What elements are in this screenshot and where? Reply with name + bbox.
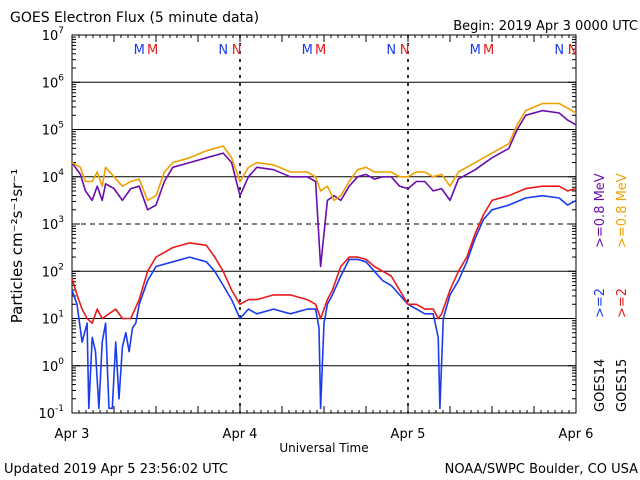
mn-marker: M — [147, 43, 158, 58]
x-tick-label: Apr 3 — [55, 427, 90, 442]
mn-marker: M — [315, 43, 326, 58]
x-tick-label: Apr 6 — [559, 427, 594, 442]
x-axis-title: Universal Time — [279, 441, 368, 455]
y-tick-label: 103 — [42, 215, 64, 233]
y-axis-title: Particles cm⁻²s⁻¹sr⁻¹ — [8, 169, 26, 323]
series-goes15-08mev — [71, 102, 577, 202]
mn-marker: M — [483, 43, 494, 58]
y-tick-label: 104 — [42, 168, 65, 186]
mn-marker: M — [302, 43, 313, 58]
mn-marker: N — [568, 43, 578, 58]
begin-time: Begin: 2019 Apr 3 0000 UTC — [453, 19, 638, 34]
y-tick-label: 102 — [42, 262, 64, 280]
updated-timestamp: Updated 2019 Apr 5 23:56:02 UTC — [4, 462, 228, 477]
mn-marker: N — [386, 43, 396, 58]
series-goes14-08mev — [71, 109, 577, 268]
y-tick-label: 105 — [42, 121, 64, 139]
y-tick-label: 10-1 — [38, 404, 64, 422]
legend-entry-goes15-2mev: >=2 — [615, 288, 630, 318]
grid-layer — [71, 34, 577, 414]
legend-group-goes15: GOES15 — [615, 359, 630, 412]
mn-marker: N — [218, 43, 228, 58]
y-tick-label: 106 — [42, 73, 65, 91]
y-tick-label: 107 — [42, 26, 64, 44]
y-tick-label: 101 — [42, 310, 64, 328]
legend-entry-goes14-2mev: >=2 — [593, 288, 608, 318]
legend: GOES14 >=2 >=0.8 MeV GOES15 >=2 >=0.8 Me… — [593, 173, 630, 412]
legend-entry-goes15-08mev: >=0.8 MeV — [615, 173, 630, 248]
x-tick-label: Apr 5 — [391, 427, 426, 442]
y-tick-labels: 10-1 100 101 102 103 104 105 106 107 — [38, 26, 64, 422]
mn-marker: M — [134, 43, 145, 58]
legend-group-goes14: GOES14 — [593, 359, 608, 412]
x-tick-label: Apr 4 — [223, 427, 258, 442]
series-goes15-2mev — [71, 185, 577, 324]
mn-marker: N — [554, 43, 564, 58]
legend-entry-goes14-08mev: >=0.8 MeV — [593, 173, 608, 248]
mn-marker: N — [232, 43, 242, 58]
credit-text: NOAA/SWPC Boulder, CO USA — [445, 462, 638, 477]
mn-marker: N — [400, 43, 410, 58]
series-layer — [71, 102, 577, 410]
series-goes14-2mev — [71, 194, 577, 410]
chart-title: GOES Electron Flux (5 minute data) — [10, 10, 259, 26]
mn-marker: M — [470, 43, 481, 58]
y-tick-label: 100 — [42, 357, 65, 375]
x-tick-labels: Apr 3 Apr 4 Apr 5 Apr 6 — [55, 427, 594, 442]
